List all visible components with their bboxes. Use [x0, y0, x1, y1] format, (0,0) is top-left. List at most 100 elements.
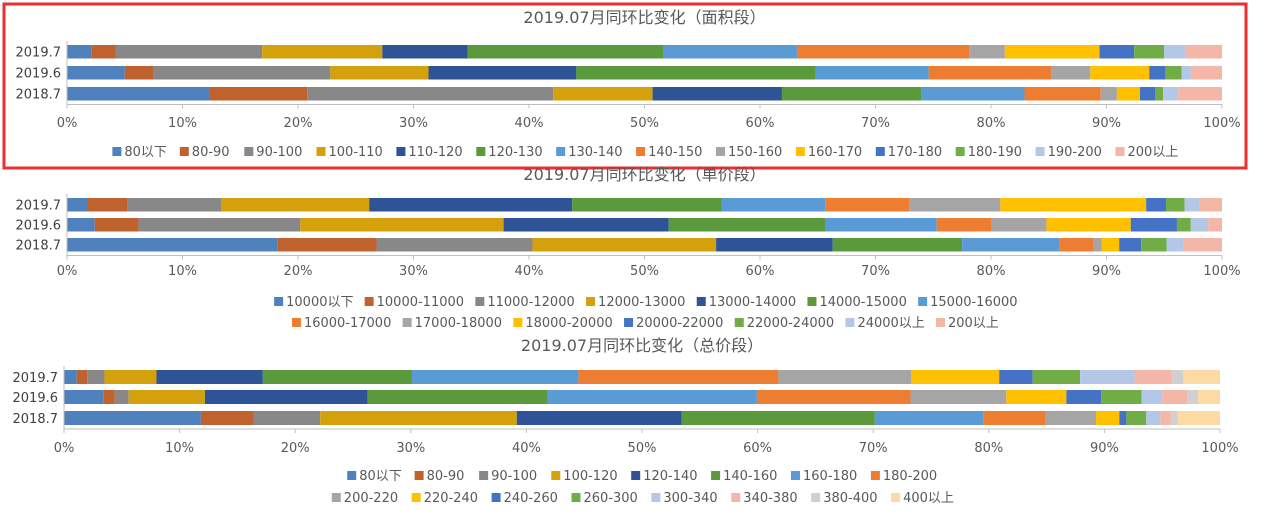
legend-label: 130-140 [568, 145, 622, 160]
legend-label: 380-400 [823, 491, 877, 506]
legend-swatch [811, 493, 821, 502]
legend-label: 150-160 [728, 145, 782, 160]
bar-segment [1119, 238, 1142, 252]
bar-segment [778, 370, 912, 384]
bar-segment [300, 218, 504, 232]
bar-segment [1066, 390, 1102, 404]
bar-segment [1090, 66, 1150, 80]
legend-swatch [316, 147, 326, 156]
bar-segment [467, 45, 663, 59]
bar-segment [1032, 370, 1081, 384]
bar-segment [1146, 411, 1161, 425]
bar-segment [411, 370, 579, 384]
legend-label: 220-240 [424, 491, 478, 506]
x-tick-label: 0% [57, 264, 78, 279]
bar-segment [991, 218, 1047, 232]
bar-segment [1080, 370, 1135, 384]
bar-segment [1199, 198, 1222, 212]
legend-swatch [479, 471, 489, 480]
bar-segment [756, 390, 911, 404]
legend-swatch [475, 297, 485, 306]
legend-swatch [556, 147, 566, 156]
bar-segment [67, 45, 92, 59]
legend-label: 110-120 [408, 145, 462, 160]
bar-segment [156, 370, 263, 384]
legend-label: 260-300 [584, 491, 638, 506]
bar-segment [999, 370, 1033, 384]
x-tick-label: 50% [630, 116, 659, 131]
bar-segment [911, 370, 1000, 384]
legend-swatch [244, 147, 254, 156]
legend-swatch [711, 471, 721, 480]
bar-segment [1100, 87, 1117, 101]
bar-segment [94, 218, 139, 232]
legend-swatch [651, 493, 661, 502]
bar-segment [138, 218, 301, 232]
bar-segment [367, 390, 548, 404]
bar-segment [652, 87, 782, 101]
bar-segment [428, 66, 577, 80]
bar-segment [382, 45, 468, 59]
bar-segment [262, 45, 383, 59]
bar-segment [716, 238, 833, 252]
bar-segment [503, 218, 669, 232]
bar-segment [874, 411, 984, 425]
bar-segment [115, 45, 263, 59]
legend-swatch [1115, 147, 1125, 156]
legend-swatch [891, 493, 901, 502]
bar-segment [124, 66, 154, 80]
bar-segment [1149, 66, 1166, 80]
legend-label: 16000-17000 [304, 316, 391, 331]
legend-label: 140-160 [723, 469, 777, 484]
bar-segment [200, 411, 254, 425]
bar-segment [1130, 218, 1177, 232]
legend-swatch [274, 297, 284, 306]
category-label: 2019.7 [16, 46, 62, 61]
legend-swatch [364, 297, 374, 306]
bar-segment [1185, 45, 1222, 59]
bar-segment [1139, 87, 1156, 101]
legend-label: 100-120 [563, 469, 617, 484]
legend-label: 20000-22000 [636, 316, 723, 331]
bar-segment [1116, 87, 1140, 101]
bar-segment [825, 198, 910, 212]
legend-label: 100-110 [329, 145, 383, 160]
bar-segment [87, 370, 105, 384]
bar-segment [1134, 45, 1165, 59]
bar-segment [114, 390, 129, 404]
bar-segment [64, 370, 77, 384]
legend-label: 22000-24000 [747, 316, 834, 331]
bar-segment [1190, 66, 1222, 80]
legend-label: 90-100 [256, 145, 302, 160]
category-label: 2018.7 [16, 239, 62, 254]
legend-swatch [870, 471, 880, 480]
legend-label: 80-90 [427, 469, 465, 484]
bar-segment [1184, 198, 1200, 212]
category-label: 2019.7 [13, 371, 59, 386]
bar-segment [1093, 238, 1102, 252]
bar-segment [572, 198, 722, 212]
bar-segment [91, 45, 116, 59]
legend-swatch [845, 318, 855, 327]
legend-swatch [935, 318, 945, 327]
legend-swatch [631, 471, 641, 480]
legend-label: 80以下 [124, 145, 167, 160]
legend-label: 200以上 [948, 316, 999, 331]
chart-title: 2019.07月同环比变化（单价段） [523, 165, 765, 184]
bar-segment [1024, 87, 1101, 101]
bar-segment [128, 390, 205, 404]
bar-segment [578, 370, 779, 384]
legend-label: 14000-15000 [819, 295, 906, 310]
bar-segment [307, 87, 554, 101]
bar-segment [1177, 411, 1220, 425]
bar-segment [1170, 411, 1178, 425]
legend-label: 170-180 [888, 145, 942, 160]
bar-segment [1045, 411, 1096, 425]
legend-swatch [513, 318, 523, 327]
bar-segment [1046, 218, 1131, 232]
x-tick-label: 30% [396, 441, 425, 456]
bar-segment [1162, 390, 1188, 404]
bar-segment [1095, 411, 1120, 425]
chart-1: 2019.07月同环比变化（面积段） 2019.7 2019.6 2018.7 0% 10… [16, 8, 1241, 160]
chart-3: 2019.07月同环比变化（总价段） 2019.7 2019.6 2018.7 0% 10… [13, 336, 1239, 506]
